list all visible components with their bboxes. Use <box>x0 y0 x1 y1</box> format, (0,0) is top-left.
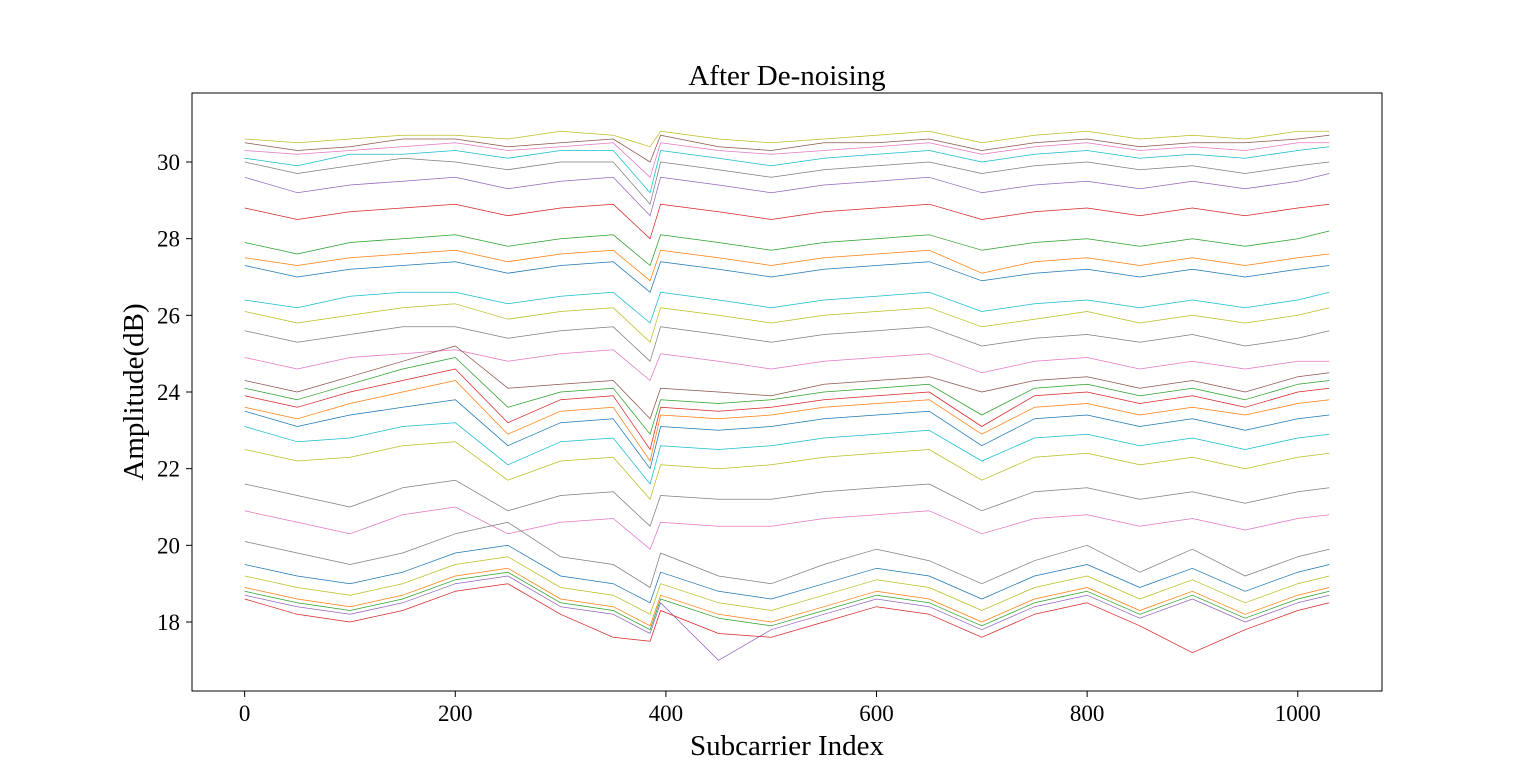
series-line-19 <box>244 399 1330 470</box>
x-tick-label: 200 <box>438 701 473 726</box>
y-axis-label: Amplitude(dB) <box>118 303 150 480</box>
x-tick-label: 1000 <box>1275 701 1321 726</box>
series-line-24 <box>244 521 1330 588</box>
y-tick-label: 28 <box>157 227 180 252</box>
series-line-8 <box>244 230 1330 266</box>
series-line-6 <box>244 173 1330 217</box>
series-line-2 <box>244 134 1330 163</box>
series-line-7 <box>244 203 1330 240</box>
series-line-1 <box>244 130 1330 148</box>
x-axis: 0 200 400 600 800 1000 <box>239 691 1321 726</box>
series-line-4 <box>244 146 1330 194</box>
series-line-13 <box>244 326 1330 362</box>
series-line-22 <box>244 479 1330 527</box>
y-tick-label: 26 <box>157 303 180 328</box>
plot-frame <box>191 92 1383 692</box>
y-tick-label: 20 <box>157 533 180 558</box>
series-line-29 <box>244 575 1330 661</box>
y-tick-label: 30 <box>157 150 180 175</box>
series-line-15 <box>244 345 1330 420</box>
series-line-27 <box>244 567 1330 627</box>
series-layer <box>244 130 1330 661</box>
x-tick-label: 800 <box>1070 701 1105 726</box>
chart-title: After De-noising <box>688 60 885 92</box>
series-line-25 <box>244 544 1330 604</box>
y-tick-label: 18 <box>157 610 180 635</box>
y-tick-label: 22 <box>157 457 180 482</box>
series-line-30 <box>244 583 1330 654</box>
series-line-16 <box>244 357 1330 435</box>
series-line-3 <box>244 142 1330 178</box>
x-tick-label: 0 <box>239 701 251 726</box>
series-line-21 <box>244 441 1330 500</box>
series-line-20 <box>244 422 1330 485</box>
x-axis-label: Subcarrier Index <box>690 730 885 762</box>
series-line-26 <box>244 556 1330 615</box>
series-line-18 <box>244 380 1330 462</box>
series-line-12 <box>244 303 1330 343</box>
series-line-28 <box>244 571 1330 631</box>
y-axis: 18 20 22 24 26 28 30 <box>157 150 192 635</box>
y-tick-label: 24 <box>157 380 181 405</box>
series-line-10 <box>244 261 1330 293</box>
x-tick-label: 600 <box>859 701 894 726</box>
series-line-9 <box>244 249 1330 282</box>
series-line-23 <box>244 506 1330 550</box>
series-line-17 <box>244 368 1330 450</box>
x-tick-label: 400 <box>649 701 684 726</box>
series-line-14 <box>244 349 1330 381</box>
series-line-11 <box>244 291 1330 324</box>
series-line-5 <box>244 157 1330 205</box>
